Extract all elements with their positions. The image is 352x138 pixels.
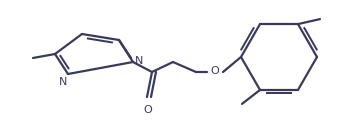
Text: O: O <box>210 66 219 76</box>
Text: N: N <box>59 77 67 87</box>
Text: N: N <box>135 56 143 66</box>
Text: O: O <box>144 105 152 115</box>
